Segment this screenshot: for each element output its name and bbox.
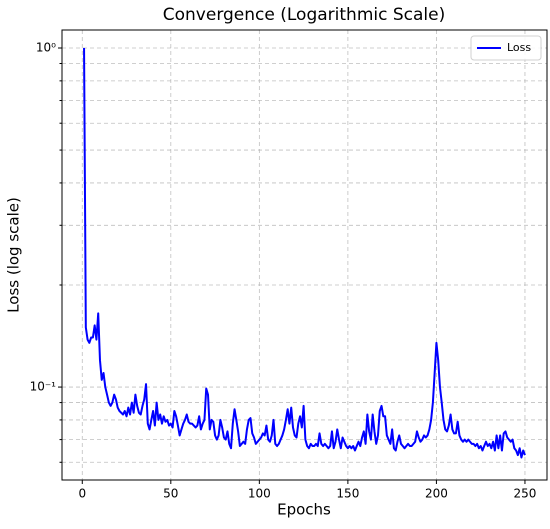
legend-label: Loss <box>507 41 531 54</box>
loss-line <box>83 47 526 459</box>
x-tick-label: 150 <box>336 487 359 501</box>
legend-box <box>470 35 542 61</box>
x-tick-label: 50 <box>163 487 178 501</box>
y-tick-label: 10⁰ <box>36 40 56 54</box>
x-tick-label: 200 <box>425 487 448 501</box>
plot-frame <box>61 29 548 481</box>
x-tick-label: 250 <box>514 487 537 501</box>
x-tick-label: 0 <box>78 487 86 501</box>
y-axis-label: Loss (log scale) <box>5 197 23 313</box>
y-tick-label: 10⁻¹ <box>30 380 57 394</box>
chart-title: Convergence (Logarithmic Scale) <box>163 5 445 25</box>
x-tick-label: 100 <box>248 487 271 501</box>
x-axis-label: Epochs <box>277 501 331 519</box>
